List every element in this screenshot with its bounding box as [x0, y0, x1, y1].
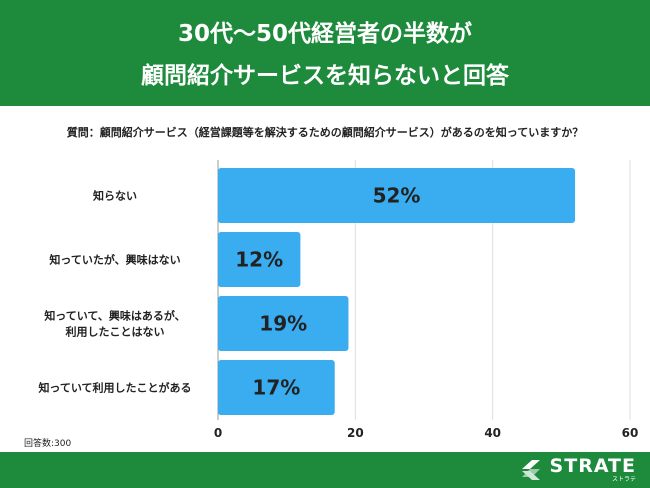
category-label: 知っていて利用したことがある [37, 381, 191, 395]
x-tick-label: 20 [347, 426, 364, 440]
title-line-1: 30代〜50代経営者の半数が [177, 21, 472, 47]
bar-value-label: 19% [259, 312, 307, 336]
x-tick-label: 40 [484, 426, 501, 440]
bar [218, 296, 349, 351]
category-label: 知っていたが、興味はない [48, 253, 180, 267]
x-tick-label: 60 [622, 426, 639, 440]
logo-word: STRATE [549, 455, 636, 477]
bar [218, 232, 301, 287]
category-label: 知らない [92, 189, 137, 203]
logo-sub: ストラテ [611, 476, 636, 483]
bar-value-label: 17% [252, 376, 300, 400]
strate-logo: STRATE ストラテ [518, 456, 636, 483]
bar [218, 360, 335, 415]
title-line-2: 顧問紹介サービスを知らないと回答 [141, 63, 509, 89]
footer-bar: STRATE ストラテ [0, 452, 650, 488]
strate-logo-icon [521, 459, 540, 480]
bar-value-label: 12% [235, 248, 283, 272]
sample-size: 回答数:300 [24, 439, 72, 449]
bar [218, 168, 576, 223]
bar-value-label: 52% [373, 184, 421, 208]
survey-question: 質問：顧問紹介サービス（経営課題等を解決するための顧問紹介サービス）があるのを知… [66, 126, 584, 139]
category-label: 利用したことはない [66, 325, 165, 339]
category-label: 知っていて、興味はあるが、 [43, 309, 185, 323]
header-banner: 30代〜50代経営者の半数が 顧問紹介サービスを知らないと回答 [0, 0, 650, 106]
x-tick-label: 0 [214, 426, 222, 440]
